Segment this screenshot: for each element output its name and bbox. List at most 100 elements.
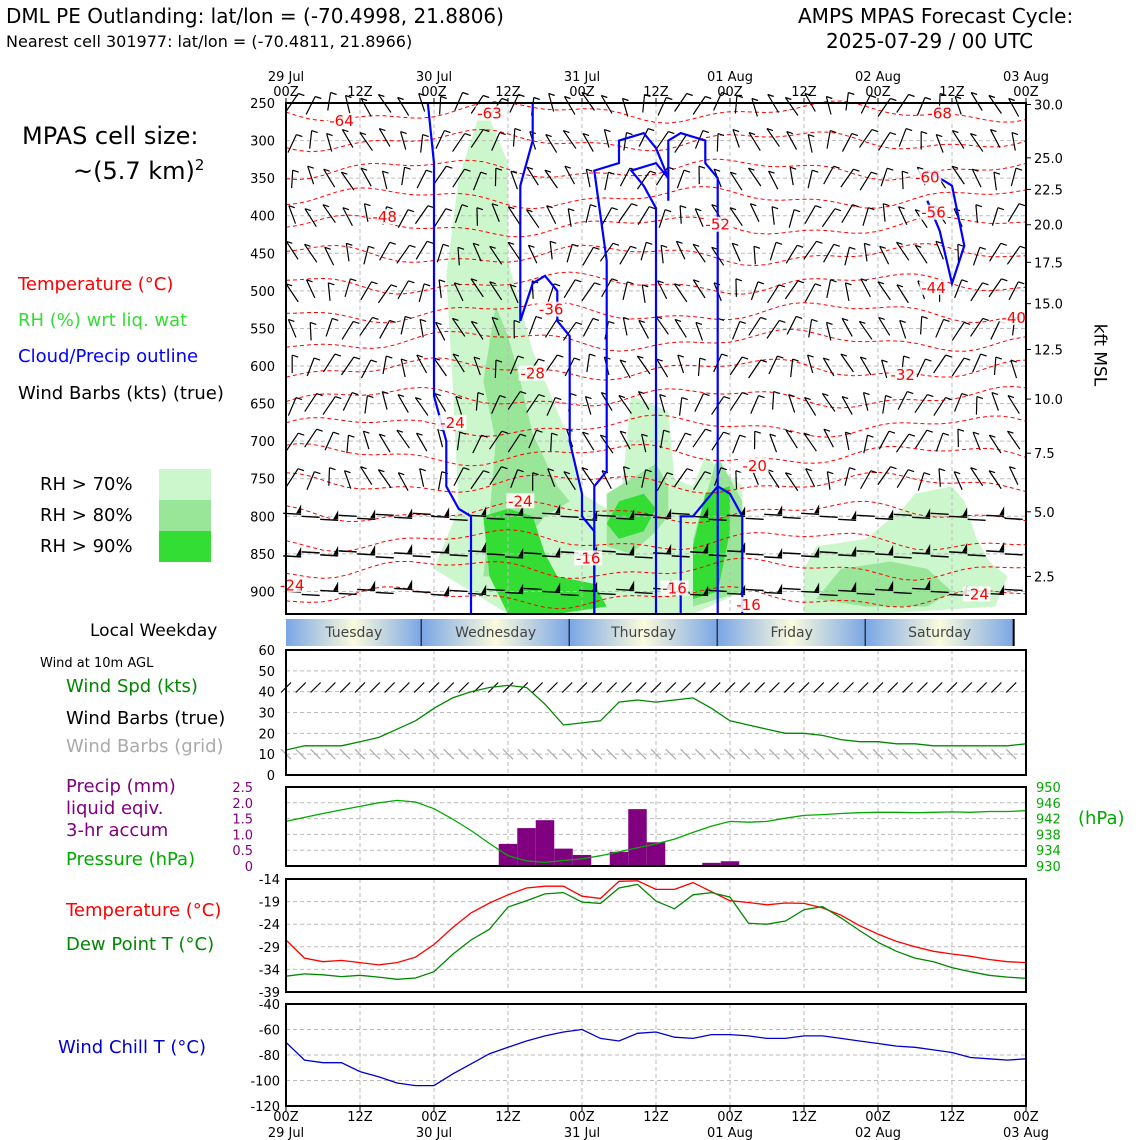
barb-shaft [1010, 167, 1017, 187]
barb-shaft [601, 207, 613, 227]
wind-barb [882, 203, 890, 222]
barb-feather [476, 207, 484, 211]
wind-barb [967, 518, 986, 522]
barb-shaft [734, 95, 738, 114]
barb-flag [888, 544, 894, 554]
wind-barb [582, 431, 595, 451]
wind-barb [436, 243, 450, 263]
wind-barb [916, 96, 932, 116]
wind-barb [341, 320, 360, 340]
barb-shaft [748, 359, 762, 379]
barb-feather [481, 434, 488, 438]
wind-barb [972, 431, 981, 451]
barb-shaft [562, 130, 577, 149]
wind-barb [1008, 466, 1019, 485]
barb-shaft [655, 131, 669, 150]
wind-barb [452, 353, 465, 373]
barb-feather [902, 170, 909, 174]
barb-feather [457, 246, 465, 250]
barb-feather [548, 92, 555, 97]
barb-shaft [451, 318, 466, 337]
legend-wind-spd: Wind Spd (kts) [66, 676, 198, 697]
barb-feather [717, 317, 725, 322]
barb-feather [563, 471, 571, 475]
barb-feather [648, 206, 656, 210]
cycle-title: AMPS MPAS Forecast Cycle: [798, 4, 1074, 28]
barb-shaft [362, 430, 370, 450]
barb-feather [649, 170, 657, 174]
barb-flag [629, 509, 635, 519]
wind-barb [808, 318, 818, 338]
surface-barb-grid [310, 748, 322, 760]
barb-shaft [285, 468, 299, 488]
barb-feather [815, 205, 822, 209]
barb-shaft [327, 282, 331, 301]
wind-barb [975, 204, 983, 223]
barb-feather [830, 130, 837, 134]
barb-shaft [400, 131, 407, 150]
barb-shaft [917, 472, 925, 491]
temp-label-bg [919, 204, 948, 220]
wind-barb [957, 428, 965, 448]
barb-feather [620, 430, 627, 434]
wind-barb [564, 165, 576, 185]
wind-barb [745, 517, 764, 521]
height-tick-label: 25.0 [1034, 152, 1063, 167]
temp-contour-label: -24 [440, 414, 465, 432]
barb-shaft [586, 353, 591, 373]
bottom-hour-label: 00Z [717, 1110, 743, 1125]
barb-feather [590, 204, 597, 208]
barb-shaft [526, 166, 539, 186]
barb-shaft [544, 169, 558, 189]
wind-barb [304, 208, 317, 228]
barb-feather [416, 432, 423, 436]
wind-barb [622, 316, 630, 336]
surface-barb-true [768, 682, 780, 693]
wind-barb [988, 278, 1008, 298]
temp-contour-label: -20 [742, 457, 767, 475]
surface-barb-grid [842, 748, 854, 760]
wind-barb [585, 168, 593, 188]
barb-flag [555, 546, 561, 556]
wind-barb [951, 321, 971, 341]
surface-barb-true [502, 682, 514, 693]
wind-barb [690, 542, 709, 554]
pressure-tick-label: 700 [250, 435, 275, 450]
temp-contour-label: -16 [736, 596, 761, 614]
barb-shaft [439, 96, 442, 115]
barb-feather [452, 317, 459, 322]
wind-barb [597, 514, 616, 518]
barb-feather [438, 279, 446, 283]
wind-barb [729, 356, 749, 376]
barb-feather [307, 165, 314, 169]
barb-feather [551, 432, 558, 436]
barb-shaft [858, 129, 873, 148]
barb-shaft [729, 207, 743, 227]
barb-shaft [764, 591, 783, 595]
windchill-tick-label: -40 [259, 998, 280, 1013]
barb-shaft [863, 435, 869, 454]
temp-label-bg [740, 457, 769, 473]
wind-barb [394, 579, 413, 591]
barb-shaft [933, 397, 947, 416]
wind-barb [340, 171, 355, 191]
barb-shaft [912, 516, 931, 520]
barb-feather [695, 321, 703, 326]
barb-feather [491, 203, 499, 207]
wind-barb [856, 514, 875, 518]
barb-feather [896, 284, 904, 288]
barb-feather [386, 206, 393, 210]
wind-barb [550, 432, 558, 452]
surface-barb-true [443, 682, 455, 693]
wind-barb [879, 245, 890, 265]
barb-feather [501, 430, 508, 434]
barb-feather [702, 130, 710, 134]
barb-feather [499, 132, 506, 136]
barb-feather [990, 129, 997, 133]
barb-shaft [512, 128, 516, 147]
wind-barb [394, 508, 413, 520]
barb-feather [570, 393, 577, 397]
pressure-tick-label: 400 [250, 210, 275, 225]
wind-barb [821, 393, 836, 412]
wind-barb [400, 358, 408, 378]
